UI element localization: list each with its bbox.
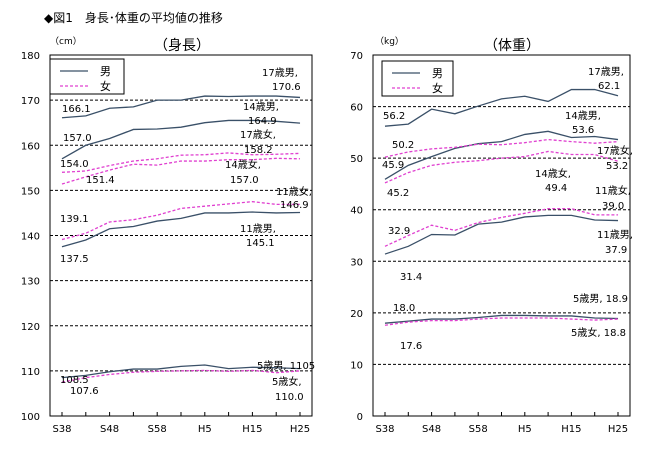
data-label: 154.0 [60,159,89,170]
data-label: 14歳男, [243,101,279,113]
y-tick-label: 170 [21,96,40,107]
x-tick-label: H15 [242,424,262,435]
data-label: 14歳男, [565,110,601,122]
data-label: 56.2 [383,111,405,122]
series-line-11歳女 [384,208,618,247]
data-label: 31.4 [400,272,422,283]
data-label: 11歳男, [597,229,633,241]
y-tick-label: 180 [21,51,40,62]
data-label: 139.1 [60,214,89,225]
series-line-14歳男 [384,130,619,180]
unit-label: （cm） [50,36,82,47]
data-label: 14歳女, [535,167,571,180]
series-line-11歳女 [61,201,300,241]
x-tick-label: S38 [375,424,394,435]
data-label: 39.0 [602,201,624,212]
data-label: 17歳男, [588,66,624,78]
data-label: 5歳女, [272,375,302,388]
series-line-11歳男 [384,214,619,255]
figure-title: ◆図1 身長･体重の平均値の推移 [44,10,223,25]
x-tick-label: H15 [561,424,581,435]
legend-female-label: 女 [100,79,111,93]
data-label: 157.0 [63,133,92,144]
data-label: 157.0 [230,175,259,186]
data-label: 107.6 [70,386,99,397]
data-label: 17歳女, [240,128,276,141]
y-tick-label: 40 [350,206,363,217]
data-label: 110.0 [275,392,304,403]
x-tick-label: S58 [148,424,167,435]
unit-label: （kg） [375,36,404,47]
data-label: 11歳男, [240,223,276,235]
series-line-5歳女 [384,317,619,326]
x-tick-label: H5 [518,424,532,435]
data-label: 170.6 [272,82,301,93]
data-label: 45.2 [387,188,409,199]
y-tick-label: 150 [21,186,40,197]
y-tick-label: 140 [21,232,40,243]
data-label: 11歳女, [276,185,312,198]
data-label: 5歳女, 18.8 [571,326,626,339]
x-tick-label: H25 [608,424,628,435]
data-label: 37.9 [605,245,627,256]
x-tick-label: S58 [469,424,488,435]
legend-male-label: 男 [100,65,111,78]
series-line-14歳女 [384,150,619,184]
data-label: 151.4 [86,175,115,186]
data-label: 17歳女, [597,144,633,157]
chart-title: （体重） [484,38,540,54]
series-line-5歳女 [61,369,301,383]
y-tick-label: 110 [21,367,40,378]
x-tick-label: S48 [100,424,119,435]
data-label: 14歳女, [225,158,261,171]
x-tick-label: S48 [422,424,441,435]
data-label: 145.1 [246,238,275,249]
y-tick-label: 120 [21,322,40,333]
data-label: 164.9 [248,116,277,127]
data-label: 166.1 [62,104,91,115]
x-tick-label: H5 [198,424,212,435]
data-label: 137.5 [60,254,89,265]
y-tick-label: 50 [350,154,363,165]
y-tick-label: 30 [350,257,363,268]
data-label: 49.4 [545,183,567,194]
plot-frame [372,54,631,417]
y-tick-label: 100 [21,412,40,423]
data-label: 53.6 [572,125,594,136]
data-label: 32.9 [388,226,410,237]
data-label: 158.2 [244,145,273,156]
legend-box [381,60,454,97]
data-label: 17歳男, [262,67,298,79]
y-tick-label: 10 [350,360,363,371]
legend-male-label: 男 [432,67,443,80]
y-tick-label: 20 [350,309,363,320]
x-tick-label: S38 [52,424,71,435]
y-tick-label: 60 [350,103,363,114]
legend-box [49,58,125,95]
legend-female-label: 女 [432,81,443,95]
data-label: 5歳男, 1105 [257,360,315,372]
data-label: 5歳男, 18.9 [573,293,628,305]
data-label: 62.1 [598,81,620,92]
y-tick-label: 0 [357,412,363,423]
data-label: 108.5 [60,375,89,386]
chart-title: （身長） [154,38,210,54]
data-label: 17.6 [400,341,422,352]
data-label: 53.2 [606,161,628,172]
y-tick-label: 70 [350,51,363,62]
data-label: 11歳女, [595,184,631,197]
x-tick-label: H25 [290,424,310,435]
data-label: 146.9 [280,200,309,211]
data-label: 50.2 [392,140,414,151]
y-tick-label: 130 [21,277,40,288]
data-label: 18.0 [393,303,415,314]
data-label: 45.9 [382,160,404,171]
y-tick-label: 160 [21,141,40,152]
